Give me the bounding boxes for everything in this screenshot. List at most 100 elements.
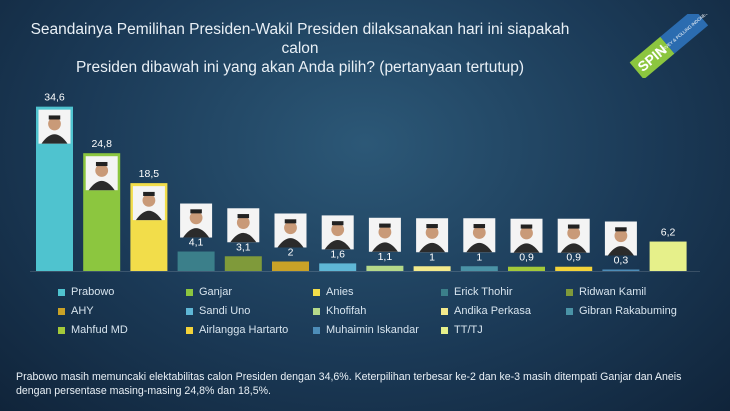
legend-item: Khofifah — [313, 305, 366, 317]
candidate-portrait — [510, 218, 543, 253]
bar-khofifah — [366, 265, 404, 271]
legend-swatch — [441, 326, 448, 334]
legend-item: Sandi Uno — [186, 305, 250, 317]
candidate-portrait — [416, 218, 449, 253]
legend-swatch — [186, 326, 193, 334]
value-label: 1 — [429, 251, 435, 263]
legend-item: Gibran Rakabuming — [566, 305, 677, 317]
legend-item: Ridwan Kamil — [566, 286, 646, 298]
value-label: 0,3 — [614, 255, 629, 267]
legend-label: Gibran Rakabuming — [579, 305, 677, 317]
portrait-body — [560, 243, 587, 253]
portrait-head — [189, 211, 203, 225]
portrait-body — [607, 246, 634, 256]
chart-title: Seandainya Pemilihan Presiden-Wakil Pres… — [20, 20, 580, 77]
value-label: 0,9 — [519, 252, 534, 264]
legend-item: TT/TJ — [441, 324, 483, 336]
portrait-head — [236, 216, 250, 229]
candidate-portrait — [557, 218, 590, 253]
legend-swatch — [186, 288, 193, 296]
portrait-head — [472, 226, 486, 239]
legend-label: Khofifah — [326, 305, 367, 317]
legend-item: AHY — [58, 305, 94, 317]
legend-label: Anies — [326, 286, 354, 298]
portrait-cap — [567, 224, 580, 229]
legend-item: Ganjar — [186, 286, 232, 298]
legend-swatch — [313, 326, 320, 334]
title-line-2: Presiden dibawah ini yang akan Anda pili… — [75, 59, 525, 76]
portrait-body — [41, 134, 68, 144]
legend-label: Airlangga Hartarto — [199, 324, 289, 336]
legend-swatch — [441, 288, 448, 296]
portrait-cap — [95, 161, 108, 167]
bar-mahfud-md — [508, 266, 545, 271]
legend-swatch — [58, 326, 65, 334]
legend-swatch — [313, 288, 320, 296]
bar-andika-perkasa — [413, 266, 451, 271]
bar-ahy — [272, 261, 309, 271]
legend-label: Mahfud MD — [71, 324, 128, 336]
bar-ridwan-kamil — [224, 256, 262, 271]
legend-label: Erick Thohir — [454, 286, 513, 298]
legend-label: Ganjar — [199, 286, 233, 298]
legend-label: Sandi Uno — [199, 305, 251, 317]
spin-logo: SPIN SURVEY & POLLING INDONESIA — [629, 14, 710, 78]
legend-label: Prabowo — [71, 286, 115, 298]
legend-label: TT/TJ — [454, 324, 483, 336]
candidate-portrait — [132, 186, 165, 221]
value-label: 6,2 — [661, 227, 676, 239]
logo-blue-block — [660, 14, 709, 54]
value-label: 24,8 — [91, 138, 112, 150]
candidate-portrait — [463, 218, 496, 253]
legend-swatch — [566, 288, 573, 296]
legend-label: Ridwan Kamil — [579, 286, 647, 298]
legend-swatch — [58, 288, 65, 296]
legend-label: Andika Perkasa — [454, 305, 532, 317]
value-label: 1 — [476, 251, 482, 263]
legend-swatch — [313, 307, 320, 315]
portrait-cap — [237, 214, 250, 219]
legend-item: Airlangga Hartarto — [186, 324, 288, 336]
portrait-body — [230, 232, 257, 243]
logo-green-block — [629, 36, 675, 78]
bar-erick-thohir — [177, 251, 215, 271]
value-label: 0,9 — [566, 252, 581, 264]
portrait-cap — [615, 227, 627, 232]
portrait-body — [88, 180, 115, 191]
portrait-body — [135, 210, 162, 221]
value-label: 2 — [288, 247, 294, 259]
portrait-cap — [48, 115, 61, 120]
portrait-head — [520, 226, 533, 240]
candidate-portrait — [274, 213, 307, 248]
candidate-portrait — [180, 203, 213, 238]
portrait-head — [567, 226, 581, 240]
legend-item: Erick Thohir — [441, 286, 512, 298]
portrait-cap — [426, 224, 438, 229]
legend-item: Andika Perkasa — [441, 305, 531, 317]
candidate-portrait — [321, 215, 354, 250]
value-label: 34,6 — [44, 92, 65, 104]
portrait-body — [324, 240, 351, 250]
value-label: 3,1 — [236, 241, 251, 253]
portrait-body — [277, 238, 304, 248]
legend-swatch — [441, 307, 448, 315]
legend-item: Mahfud MD — [58, 324, 128, 336]
legend-item: Prabowo — [58, 286, 114, 298]
portrait-head — [142, 194, 156, 207]
portrait-head — [425, 226, 439, 239]
legend-swatch — [58, 307, 65, 315]
value-label: 1,1 — [378, 251, 393, 263]
candidate-portrait — [368, 217, 401, 252]
candidate-portrait — [38, 109, 71, 144]
candidate-portrait — [227, 208, 260, 243]
candidate-portrait — [604, 221, 637, 256]
candidate-portrait — [85, 156, 118, 191]
portrait-cap — [190, 209, 202, 214]
bar-tt-tj — [649, 241, 687, 271]
bar-gibran-rakabuming — [460, 266, 498, 271]
portrait-head — [48, 117, 61, 131]
portrait-body — [419, 242, 446, 253]
legend-swatch — [566, 307, 573, 315]
legend-label: AHY — [71, 305, 94, 317]
